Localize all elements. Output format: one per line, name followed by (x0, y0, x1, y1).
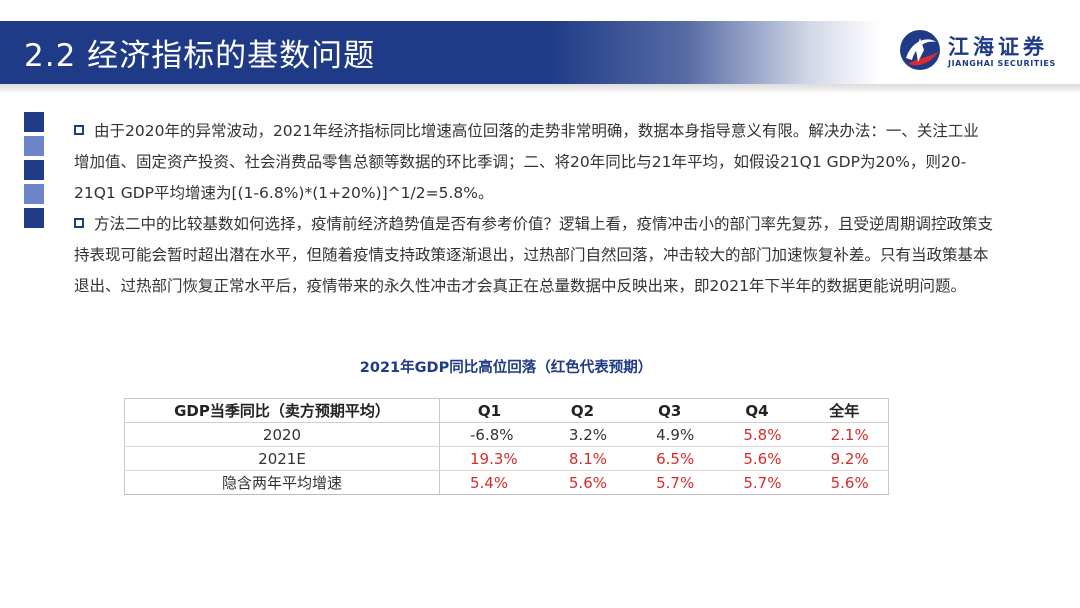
logo-text-cn: 江海证券 (948, 35, 1048, 59)
table-cell: 19.3% (439, 446, 539, 471)
table-cell: 5.7% (713, 470, 801, 495)
header-cell: 全年 (800, 398, 889, 423)
side-block (24, 160, 44, 180)
paragraph-2: 方法二中的比较基数如何选择，疫情前经济趋势值是否有参考价值？逻辑上看，疫情冲击小… (74, 209, 994, 302)
table-cell: 5.6% (713, 446, 801, 471)
jianghai-logo-icon (900, 30, 940, 70)
table-cell: 5.6% (538, 470, 627, 495)
square-bullet-icon (74, 125, 84, 135)
side-block (24, 112, 44, 132)
table-row: 2020 -6.8% 3.2% 4.9% 5.8% 2.1% (124, 422, 889, 447)
side-block (24, 208, 44, 228)
header-cell: GDP当季同比（卖方预期平均） (124, 398, 440, 423)
table-cell: 8.1% (538, 446, 627, 471)
table-cell: -6.8% (439, 422, 539, 447)
table-cell: 9.2% (800, 446, 889, 471)
gdp-table: GDP当季同比（卖方预期平均） Q1 Q2 Q3 Q4 全年 2020 -6.8%… (124, 398, 889, 495)
row-label: 2021E (124, 446, 440, 471)
header-cell: Q3 (626, 398, 714, 423)
table-title: 2021年GDP同比高位回落（红色代表预期） (359, 360, 653, 376)
header-bar: 2.2 经济指标的基数问题 江海证券 JIANGHAI SECURITIES (0, 0, 1080, 94)
table-row: 2021E 19.3% 8.1% 6.5% 5.6% 9.2% (124, 446, 889, 471)
side-block (24, 184, 44, 204)
header-cell: Q2 (538, 398, 627, 423)
paragraph-1-text: 由于2020年的异常波动，2021年经济指标同比增速高位回落的走势非常明确，数据… (74, 122, 979, 202)
table-cell: 5.8% (713, 422, 801, 447)
table-cell: 5.6% (800, 470, 889, 495)
table-cell: 2.1% (800, 422, 889, 447)
header-cell: Q4 (713, 398, 801, 423)
title-banner (0, 21, 880, 84)
header-cell: Q1 (439, 398, 539, 423)
table-header-row: GDP当季同比（卖方预期平均） Q1 Q2 Q3 Q4 全年 (124, 398, 889, 423)
table-cell: 6.5% (626, 446, 714, 471)
logo-text-en: JIANGHAI SECURITIES (948, 59, 1056, 68)
page-title: 2.2 经济指标的基数问题 (24, 38, 376, 74)
body-text: 由于2020年的异常波动，2021年经济指标同比增速高位回落的走势非常明确，数据… (74, 116, 994, 302)
table-row: 隐含两年平均增速 5.4% 5.6% 5.7% 5.7% 5.6% (124, 470, 889, 495)
table-cell: 3.2% (538, 422, 627, 447)
table-cell: 5.4% (439, 470, 539, 495)
table-cell: 5.7% (626, 470, 714, 495)
side-block (24, 136, 44, 156)
paragraph-2-text: 方法二中的比较基数如何选择，疫情前经济趋势值是否有参考价值？逻辑上看，疫情冲击小… (74, 215, 994, 295)
header-shadow (0, 84, 1080, 94)
row-label: 2020 (124, 422, 440, 447)
jianghai-logo: 江海证券 JIANGHAI SECURITIES (898, 28, 1063, 72)
side-decoration (24, 112, 44, 232)
table-cell: 4.9% (626, 422, 714, 447)
row-label: 隐含两年平均增速 (124, 470, 440, 495)
square-bullet-icon (74, 218, 84, 228)
paragraph-1: 由于2020年的异常波动，2021年经济指标同比增速高位回落的走势非常明确，数据… (74, 116, 994, 209)
